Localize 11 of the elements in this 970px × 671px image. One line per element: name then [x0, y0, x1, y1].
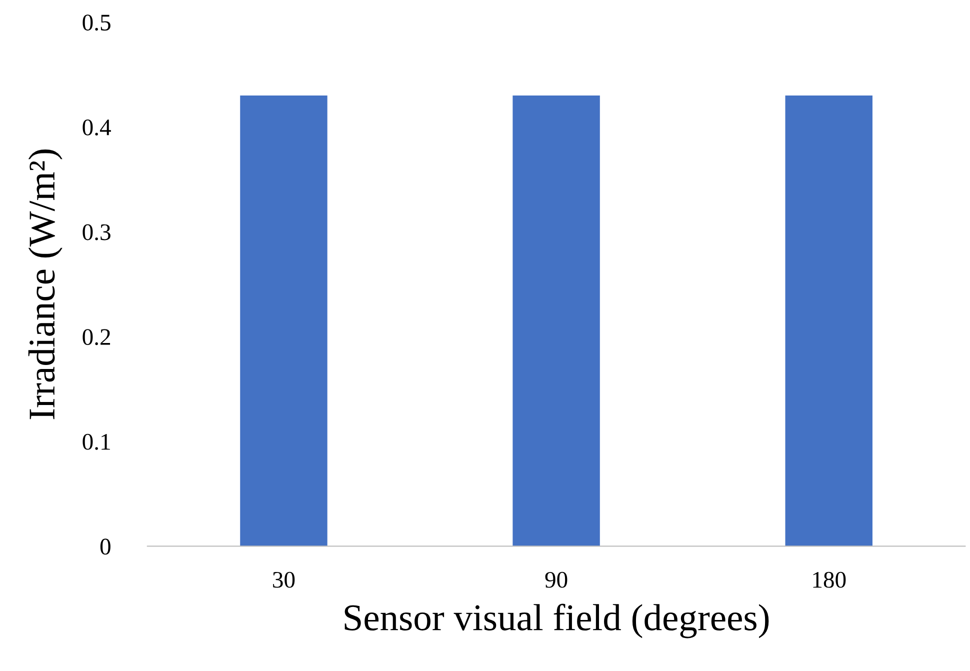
y-tick-label: 0.3 — [82, 224, 110, 240]
y-tick-label: 0 — [100, 538, 110, 555]
y-tick-label: 0.2 — [82, 329, 110, 346]
y-tick-label: 0.4 — [82, 119, 111, 136]
y-tick-label: 0.5 — [82, 14, 110, 31]
y-tick-label: 0.1 — [82, 434, 110, 450]
y-axis-title: Irradiance (W/m²) — [28, 150, 62, 420]
x-tick-label: 90 — [545, 572, 568, 588]
x-tick-label: 30 — [273, 572, 295, 588]
x-axis-title: Sensor visual field (degrees) — [344, 604, 769, 638]
x-tick-label: 180 — [813, 572, 846, 588]
